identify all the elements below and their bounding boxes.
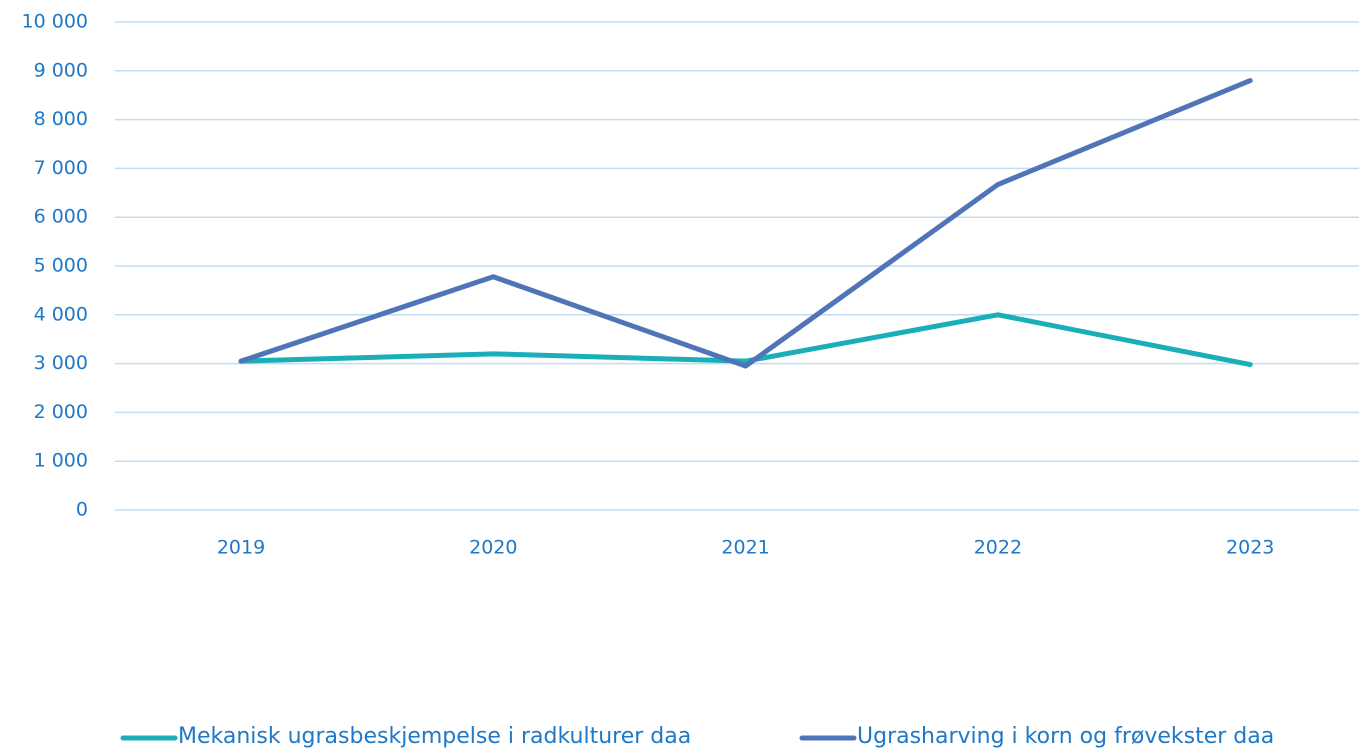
y-tick-label: 5 000 (34, 255, 88, 277)
y-tick-label: 7 000 (34, 157, 88, 179)
legend-label: Mekanisk ugrasbeskjempelse i radkulturer… (178, 724, 691, 749)
y-tick-label: 10 000 (22, 11, 88, 33)
y-tick-label: 8 000 (34, 108, 88, 130)
y-tick-label: 3 000 (34, 352, 88, 374)
legend-label: Ugrasharving i korn og frøvekster daa (857, 724, 1274, 749)
line-series (238, 312, 1253, 368)
y-tick-label: 0 (76, 499, 88, 521)
x-tick-label: 2021 (721, 537, 769, 559)
x-tick-label: 2019 (217, 537, 265, 559)
x-tick-label: 2020 (469, 537, 517, 559)
y-tick-label: 4 000 (34, 303, 88, 325)
y-tick-label: 6 000 (34, 206, 88, 228)
x-tick-label: 2022 (974, 537, 1022, 559)
line-series (238, 78, 1253, 369)
x-tick-label: 2023 (1226, 537, 1274, 559)
y-tick-label: 1 000 (34, 450, 88, 472)
y-tick-label: 2 000 (34, 401, 88, 423)
y-tick-label: 9 000 (34, 59, 88, 81)
